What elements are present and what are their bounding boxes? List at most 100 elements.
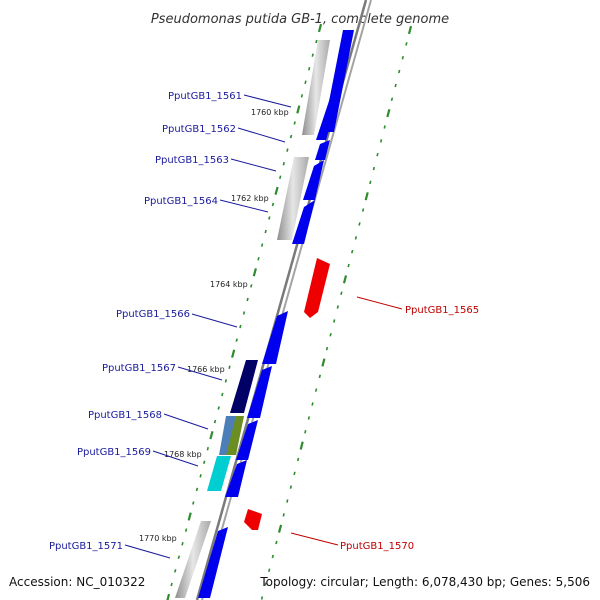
map-title: Pseudomonas putida GB-1, complete genome [151,12,449,27]
gene-feature-forward[interactable] [207,456,231,491]
scale-tick [177,555,181,560]
guide-dot [296,457,300,462]
guide-dot [351,249,354,254]
tick-label: 1764 kbp [210,280,248,289]
guide-dot [311,402,314,406]
scale-tick [293,121,296,125]
guide-dot [314,388,318,392]
gene-feature-forward[interactable] [262,311,288,364]
gene-feature-forward[interactable] [198,527,228,598]
gene-label[interactable]: PputGB1_1564 [144,196,218,207]
scale-tick [195,487,199,492]
gene-label[interactable]: PputGB1_1566 [116,309,190,320]
gene-feature-forward[interactable] [303,160,324,200]
scale-tick [203,460,206,464]
guide-dot [277,524,283,533]
guide-dot [299,441,304,450]
guide-dot [390,97,394,102]
guide-dot [369,180,372,185]
scale-tick [289,134,293,139]
gene-feature-forward[interactable] [247,366,272,418]
scale-tick [192,501,195,505]
scale-tick-marks [166,23,323,600]
guide-dot [260,596,264,600]
scale-tick [317,23,323,33]
leader-line [191,313,238,328]
leader-line [124,544,171,559]
guide-dot [340,291,343,295]
gene-feature-forward[interactable] [219,416,236,455]
scale-tick [174,569,177,573]
gc-plot-segment [277,157,309,240]
scale-tick [231,349,236,358]
guide-dot [383,125,386,129]
gene-labels: PputGB1_1561 PputGB1_1562 PputGB1_1563 P… [49,91,479,552]
scale-tick [252,268,257,277]
scale-tick [166,593,171,600]
gene-feature-forward[interactable] [316,92,340,140]
gene-label[interactable]: PputGB1_1567 [102,363,176,374]
tick-label: 1760 kbp [251,108,289,117]
scale-tick [187,512,192,521]
gene-label-leaders [124,94,403,559]
genome-summary: Topology: circular; Length: 6,078,430 bp… [260,575,590,589]
scale-tick [246,297,249,302]
scale-tick [300,94,304,98]
gene-label[interactable]: PputGB1_1563 [155,155,229,166]
gene-feature-forward[interactable] [292,200,315,244]
gene-label[interactable]: PputGB1_1569 [77,447,151,458]
tick-label: 1768 kbp [164,450,202,459]
guide-dot [268,568,271,572]
scale-tick [250,284,253,288]
tick-label: 1762 kbp [231,194,269,203]
scale-tick [199,474,202,478]
gene-feature-reverse[interactable] [304,258,330,318]
reverse-strand-genes [244,258,330,530]
guide-dot [354,236,358,240]
gene-feature-forward[interactable] [236,420,258,460]
accession-label: Accession: NC_010322 [9,575,146,589]
guide-dot [289,485,293,489]
guide-dot [271,554,274,559]
gene-label[interactable]: PputGB1_1570 [340,541,414,552]
guide-dot [329,333,332,337]
tick-label: 1766 kbp [187,365,225,374]
guide-dot [307,416,311,420]
gene-label[interactable]: PputGB1_1562 [162,124,236,135]
gene-label[interactable]: PputGB1_1571 [49,541,123,552]
scale-tick [304,80,307,84]
scale-tick [209,431,214,440]
scale-tick [274,186,279,195]
scale-tick [260,243,264,247]
guide-dot [372,166,376,171]
scale-tick [315,39,318,44]
guide-dot [358,222,361,226]
leader-line [219,199,269,213]
guide-dot [379,139,383,143]
reverse-strand-guide [260,25,413,600]
guide-dot [407,25,413,35]
scale-tick [213,419,217,424]
gene-label[interactable]: PputGB1_1568 [88,410,162,421]
scale-tick [257,257,260,261]
guide-dot [321,358,326,367]
scale-tick [296,105,301,114]
leader-line [356,296,403,310]
tick-label: 1770 kbp [139,534,177,543]
gene-feature-forward[interactable] [225,460,247,497]
gene-label[interactable]: PputGB1_1565 [405,305,479,316]
gene-feature-forward[interactable] [230,360,258,413]
gene-feature-forward[interactable] [226,416,244,455]
leader-line [163,413,209,430]
leader-line [177,366,223,381]
guide-dot [398,69,401,74]
guide-dot [394,83,397,88]
scale-tick [311,53,314,57]
gene-feature-reverse[interactable] [244,509,262,530]
scale-tick [282,162,285,166]
guide-dot [364,192,369,201]
scale-tick [242,311,246,315]
gene-feature-forward[interactable] [315,140,330,160]
gene-label[interactable]: PputGB1_1561 [168,91,242,102]
